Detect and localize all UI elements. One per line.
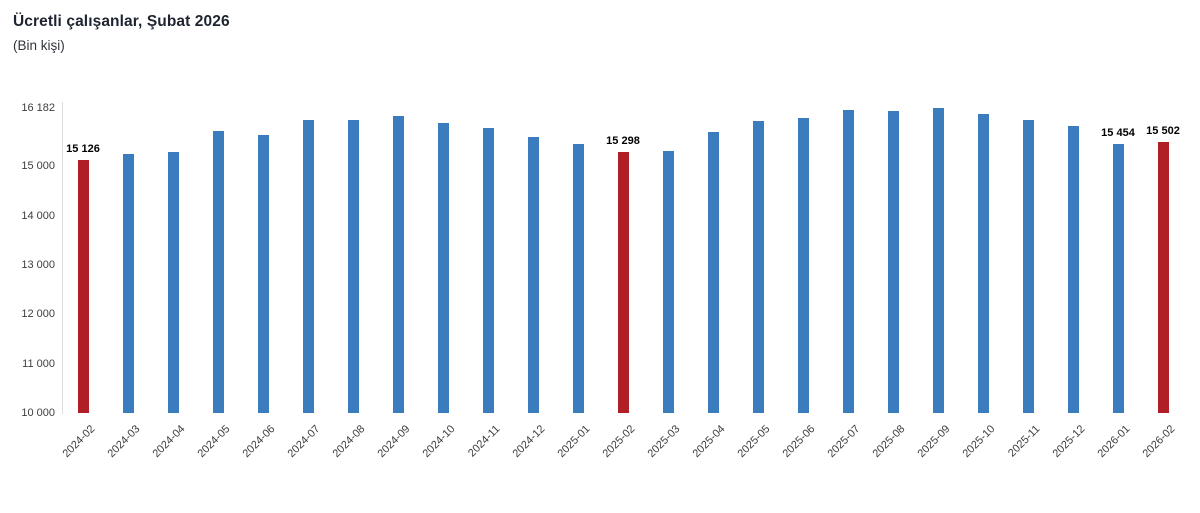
y-axis-line bbox=[62, 102, 63, 414]
bar-2024-10[interactable] bbox=[437, 122, 449, 413]
bar-2025-11[interactable] bbox=[1022, 119, 1034, 413]
bar-2024-03[interactable] bbox=[122, 153, 134, 413]
y-axis-tick-label: 11 000 bbox=[22, 357, 55, 370]
chart-subtitle: (Bin kişi) bbox=[13, 38, 65, 53]
bar-2024-06[interactable] bbox=[257, 135, 269, 413]
bar-value-label-2024-02: 15 126 bbox=[66, 143, 100, 156]
y-axis-tick-label: 12 000 bbox=[21, 308, 55, 321]
bar-2024-08[interactable] bbox=[347, 119, 359, 413]
bar-2025-01[interactable] bbox=[572, 144, 584, 413]
bar-2024-07[interactable] bbox=[302, 119, 314, 413]
bar-2024-02[interactable] bbox=[77, 160, 89, 413]
y-axis-tick-label: 15 000 bbox=[21, 160, 55, 173]
bar-2025-12[interactable] bbox=[1067, 126, 1079, 413]
bar-value-label-2026-02: 15 502 bbox=[1146, 124, 1180, 137]
bar-2025-03[interactable] bbox=[662, 150, 674, 413]
bar-2026-01[interactable] bbox=[1112, 143, 1124, 413]
bar-2025-06[interactable] bbox=[797, 117, 809, 413]
bar-2026-02[interactable] bbox=[1157, 141, 1169, 413]
bar-2025-07[interactable] bbox=[842, 109, 854, 413]
bar-2025-09[interactable] bbox=[932, 108, 944, 413]
bar-2025-10[interactable] bbox=[977, 113, 989, 413]
y-axis-tick-label: 14 000 bbox=[21, 209, 55, 222]
y-axis-tick-label: 16 182 bbox=[21, 102, 55, 114]
bar-2024-05[interactable] bbox=[212, 130, 224, 413]
bar-2024-11[interactable] bbox=[482, 127, 494, 413]
bar-2025-08[interactable] bbox=[887, 111, 899, 413]
bar-value-label-2026-01: 15 454 bbox=[1101, 126, 1135, 139]
bar-value-label-2025-02: 15 298 bbox=[606, 134, 640, 147]
bar-2024-04[interactable] bbox=[167, 151, 179, 413]
bar-2025-02[interactable] bbox=[617, 151, 629, 413]
chart-title: Ücretli çalışanlar, Şubat 2026 bbox=[13, 13, 230, 30]
bar-2024-12[interactable] bbox=[527, 136, 539, 413]
y-axis-tick-label: 10 000 bbox=[21, 407, 55, 419]
bar-2024-09[interactable] bbox=[392, 115, 404, 413]
bar-2025-04[interactable] bbox=[707, 132, 719, 413]
bar-2025-05[interactable] bbox=[752, 121, 764, 413]
y-axis-tick-label: 13 000 bbox=[21, 258, 55, 271]
